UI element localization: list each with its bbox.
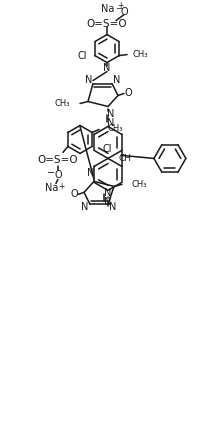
Text: N: N xyxy=(107,109,115,120)
Text: CH₃: CH₃ xyxy=(107,124,123,133)
Text: O: O xyxy=(70,189,78,199)
Text: CH₃: CH₃ xyxy=(54,99,70,108)
Text: +: + xyxy=(117,1,123,10)
Text: −: − xyxy=(115,4,122,13)
Text: O: O xyxy=(120,7,128,17)
Text: CH₃: CH₃ xyxy=(132,50,147,59)
Text: +: + xyxy=(58,182,64,191)
Text: N: N xyxy=(104,188,112,198)
Text: O: O xyxy=(124,87,132,97)
Text: O=S=O: O=S=O xyxy=(38,155,78,165)
Text: CH₃: CH₃ xyxy=(132,180,147,189)
Text: Na: Na xyxy=(101,4,115,14)
Text: N: N xyxy=(109,202,117,213)
Text: CH: CH xyxy=(118,154,131,163)
Text: N: N xyxy=(107,119,115,128)
Text: N: N xyxy=(113,75,121,85)
Text: N: N xyxy=(87,168,95,179)
Text: O: O xyxy=(54,170,62,180)
Text: Cl: Cl xyxy=(102,145,112,154)
Text: Cl: Cl xyxy=(77,51,87,60)
Text: N: N xyxy=(104,198,112,207)
Text: −: − xyxy=(47,168,55,179)
Text: Na: Na xyxy=(45,183,59,193)
Text: N: N xyxy=(103,63,111,73)
Text: O=S=O: O=S=O xyxy=(87,19,127,29)
Text: N: N xyxy=(81,202,89,213)
Text: N: N xyxy=(85,75,93,85)
